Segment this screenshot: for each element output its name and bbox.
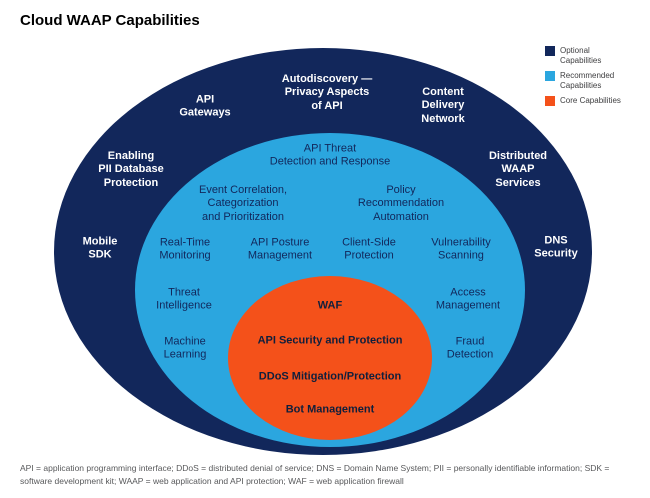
- core-capabilities-ellipse: [228, 276, 432, 440]
- label-client-side-protection: Client-Side Protection: [342, 236, 396, 262]
- label-ddos-mitigation-protection: DDoS Mitigation/Protection: [258, 370, 402, 383]
- label-mobile-sdk: Mobile SDK: [82, 235, 118, 261]
- legend: Optional Capabilities Recommended Capabi…: [545, 46, 621, 106]
- label-api-gateways: API Gateways: [179, 93, 231, 119]
- footnote: API = application programming interface;…: [20, 463, 610, 486]
- core-swatch: [545, 95, 555, 106]
- legend-item-core: Core Capabilities: [545, 95, 621, 106]
- page-title: Cloud WAAP Capabilities: [20, 12, 200, 29]
- label-event-correlation-categorization-prioritization: Event Correlation, Categorization and Pr…: [198, 183, 288, 223]
- legend-label-core: Core Capabilities: [560, 95, 621, 105]
- recommended-swatch: [545, 70, 555, 81]
- label-bot-management: Bot Management: [285, 403, 375, 416]
- legend-label-recommended: Recommended Capabilities: [560, 70, 615, 91]
- label-policy-recommendation-automation: Policy Recommendation Automation: [357, 183, 445, 223]
- label-api-threat-detection-and-response: API Threat Detection and Response: [269, 142, 391, 168]
- label-content-delivery-network: Content Delivery Network: [421, 85, 465, 125]
- label-vulnerability-scanning: Vulnerability Scanning: [431, 236, 491, 262]
- label-dns-security: DNS Security: [534, 234, 578, 260]
- label-access-management: Access Management: [435, 286, 501, 312]
- optional-swatch: [545, 46, 555, 56]
- label-distributed-waap-services: Distributed WAAP Services: [488, 149, 548, 189]
- label-autodiscovery-privacy-aspects-of-api: Autodiscovery — Privacy Aspects of API: [281, 72, 373, 112]
- label-fraud-detection: Fraud Detection: [446, 335, 494, 361]
- legend-label-optional: Optional Capabilities: [560, 46, 602, 66]
- label-real-time-monitoring: Real-Time Monitoring: [159, 236, 211, 262]
- label-enabling-pii-database-protection: Enabling PII Database Protection: [98, 149, 164, 189]
- label-api-security-and-protection: API Security and Protection: [257, 334, 403, 347]
- label-api-posture-management: API Posture Management: [247, 236, 313, 262]
- legend-item-recommended: Recommended Capabilities: [545, 70, 621, 92]
- label-machine-learning: Machine Learning: [163, 335, 207, 361]
- label-threat-intelligence: Threat Intelligence: [156, 286, 212, 312]
- legend-item-optional: Optional Capabilities: [545, 46, 621, 67]
- label-waf: WAF: [317, 299, 343, 312]
